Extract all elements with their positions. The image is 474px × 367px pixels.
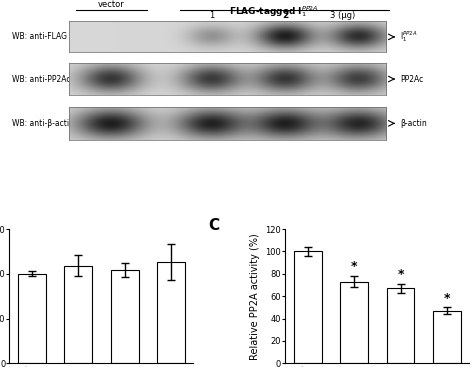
Text: PP2Ac: PP2Ac <box>400 75 424 84</box>
Text: *: * <box>444 291 450 305</box>
Bar <box>18 274 46 363</box>
Text: A: A <box>5 0 17 2</box>
Text: 1: 1 <box>209 11 214 20</box>
Bar <box>111 270 138 363</box>
Text: 2: 2 <box>282 11 289 20</box>
Text: β-actin: β-actin <box>400 119 427 128</box>
Bar <box>64 266 92 363</box>
Text: 3 (μg): 3 (μg) <box>330 11 356 20</box>
Bar <box>433 311 461 363</box>
Y-axis label: Relative PP2A activity (%): Relative PP2A activity (%) <box>250 233 260 360</box>
Text: C: C <box>208 218 219 233</box>
Text: FLAG-tagged I$_1^{PP2A}$: FLAG-tagged I$_1^{PP2A}$ <box>229 4 319 19</box>
Text: WB: anti-FLAG: WB: anti-FLAG <box>12 32 67 41</box>
Bar <box>157 262 185 363</box>
Bar <box>387 288 414 363</box>
Text: *: * <box>351 260 357 273</box>
Text: *: * <box>397 268 404 281</box>
Text: I$_1^{PP2A}$: I$_1^{PP2A}$ <box>400 29 418 44</box>
Bar <box>294 251 321 363</box>
Text: WB: anti-β-actin: WB: anti-β-actin <box>12 119 74 128</box>
Text: vector: vector <box>97 0 124 9</box>
Text: WB: anti-PP2Ac: WB: anti-PP2Ac <box>12 75 70 84</box>
Bar <box>340 281 368 363</box>
